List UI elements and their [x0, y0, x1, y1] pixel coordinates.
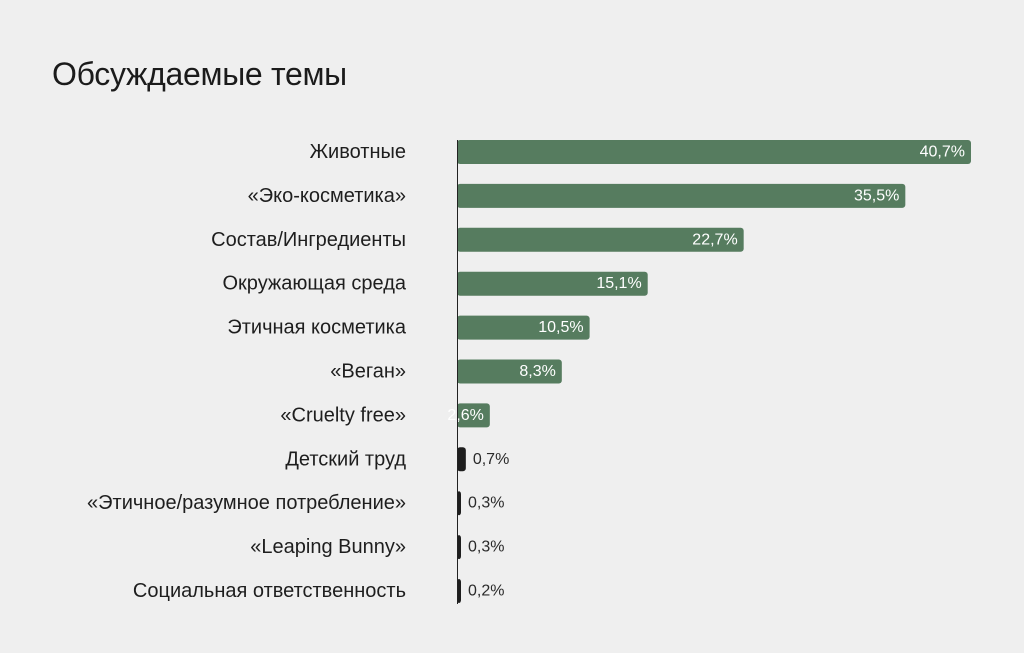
chart-title: Обсуждаемые темы — [52, 56, 347, 92]
value-label: 0,2% — [468, 583, 504, 600]
bar — [457, 403, 490, 428]
value-label: 0,7% — [473, 451, 509, 468]
category-label: «Cruelty free» — [280, 404, 406, 426]
category-label: «Эко-косметика» — [248, 185, 406, 207]
value-label: 22,7% — [692, 231, 737, 248]
category-label: Животные — [310, 141, 406, 163]
category-label: Состав/Ингредиенты — [211, 229, 406, 251]
bar — [457, 183, 906, 208]
bar — [457, 227, 744, 252]
bar — [457, 140, 971, 164]
category-label: Этичная косметика — [227, 317, 407, 339]
value-label: 15,1% — [596, 275, 641, 292]
bar — [457, 359, 562, 384]
value-label: 40,7% — [920, 144, 965, 161]
bar — [457, 271, 648, 296]
value-label: 0,3% — [468, 539, 504, 556]
category-label: Социальная ответственность — [133, 580, 406, 602]
value-label: 2,6% — [447, 407, 483, 424]
category-label: Детский труд — [285, 448, 406, 470]
bars-group: Животные 40,7% «Эко-косметика» 35,5% Состав/… — [87, 140, 971, 603]
bar — [457, 315, 590, 340]
value-label: 8,3% — [519, 363, 555, 380]
category-label: «Leaping Bunny» — [250, 536, 406, 558]
value-label: 0,3% — [468, 495, 504, 512]
category-label: «Веган» — [330, 361, 406, 383]
bar — [457, 447, 466, 472]
category-label: «Этичное/разумное потребление» — [87, 492, 406, 514]
value-label: 35,5% — [854, 187, 899, 204]
value-label: 10,5% — [538, 319, 583, 336]
category-label: Окружающая среда — [223, 273, 407, 295]
